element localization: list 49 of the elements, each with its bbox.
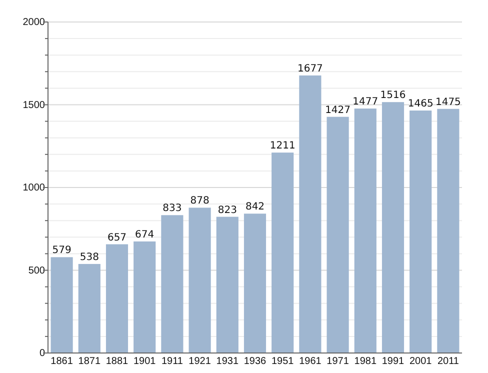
bar xyxy=(134,241,156,353)
y-tick-label: 1500 xyxy=(22,100,46,111)
y-tick-label: 500 xyxy=(28,265,46,276)
x-tick-label: 1921 xyxy=(188,356,212,368)
y-tick-label: 1000 xyxy=(22,182,46,194)
data-label: 842 xyxy=(245,202,265,213)
bar xyxy=(78,264,100,353)
bar xyxy=(299,75,322,353)
bar xyxy=(410,110,432,353)
x-tick-label: 1961 xyxy=(299,356,322,368)
bar xyxy=(216,216,238,353)
x-tick-label: 1861 xyxy=(50,356,74,368)
data-label: 1475 xyxy=(435,96,461,108)
x-tick-label: 1981 xyxy=(354,356,377,368)
bar xyxy=(50,257,73,353)
data-label: 657 xyxy=(107,232,127,244)
x-tick-label: 1931 xyxy=(216,356,239,368)
bar xyxy=(326,116,349,353)
bar xyxy=(382,102,404,353)
data-label: 674 xyxy=(135,229,154,240)
x-tick-label: 2011 xyxy=(437,356,460,368)
data-label: 1211 xyxy=(270,140,296,152)
x-tick-label: 1971 xyxy=(326,356,350,368)
x-tick-label: 1871 xyxy=(78,356,101,368)
data-label: 833 xyxy=(162,203,182,214)
data-label: 579 xyxy=(52,245,72,256)
bar xyxy=(161,215,184,353)
data-label: 1516 xyxy=(380,90,406,102)
bar xyxy=(437,108,460,353)
bar xyxy=(106,244,128,353)
data-label: 878 xyxy=(190,196,210,207)
y-tick-label: 2000 xyxy=(22,17,46,28)
data-label: 1465 xyxy=(408,98,434,110)
data-label: 1477 xyxy=(352,96,378,108)
x-tick-label: 1881 xyxy=(106,356,129,368)
data-label: 538 xyxy=(80,252,99,263)
x-tick-label: 2001 xyxy=(409,356,432,368)
bar xyxy=(354,108,376,353)
bar xyxy=(188,208,211,353)
bar xyxy=(244,214,266,353)
x-tick-label: 1951 xyxy=(271,356,294,368)
x-tick-label: 1901 xyxy=(133,356,156,368)
data-label: 1677 xyxy=(297,63,323,74)
bar xyxy=(272,152,294,353)
data-label: 823 xyxy=(218,204,237,216)
x-tick-label: 1911 xyxy=(161,356,184,368)
x-tick-label: 1991 xyxy=(382,356,405,368)
data-label: 1427 xyxy=(325,104,351,116)
x-tick-label: 1936 xyxy=(244,356,267,368)
